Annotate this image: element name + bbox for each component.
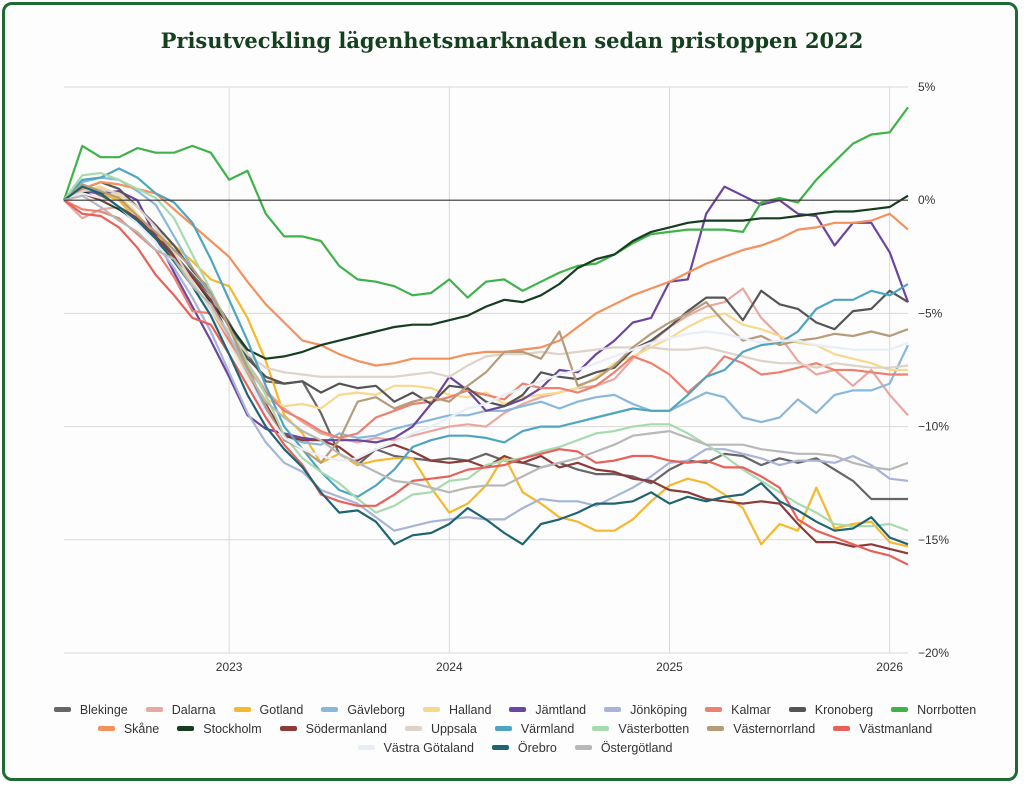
legend-item[interactable]: Västra Götaland [357, 740, 474, 755]
legend-label: Södermanland [305, 721, 387, 736]
legend-item[interactable]: Jönköping [604, 703, 687, 717]
legend-label: Jämtland [535, 702, 587, 717]
legend-item[interactable]: Södermanland [279, 721, 387, 736]
legend-item[interactable]: Jämtland [509, 703, 586, 717]
series-line-östergötland [63, 194, 909, 494]
legend-label: Dalarna [171, 702, 216, 717]
legend-swatch [509, 707, 527, 712]
legend-item[interactable]: Blekinge [53, 702, 128, 717]
series-lines [62, 106, 910, 566]
legend-label: Östergötland [600, 740, 673, 755]
legend-item[interactable]: Kronoberg [788, 702, 874, 717]
legend-swatch [705, 707, 723, 712]
x-tick-label: 2025 [656, 660, 683, 674]
legend-row: Västra Götaland Örebro Östergötland [40, 738, 990, 757]
y-tick-label: −10% [918, 420, 949, 434]
chart-title: Prisutveckling lägenhetsmarknaden sedan … [160, 28, 864, 53]
legend-swatch [97, 726, 115, 731]
legend-label: Örebro [517, 740, 557, 755]
legend-swatch [833, 726, 851, 731]
legend-label: Kalmar [731, 702, 771, 717]
legend-label: Gävleborg [347, 702, 406, 717]
legend-item[interactable]: Halland [423, 703, 491, 717]
legend-label: Halland [449, 702, 492, 717]
legend-swatch [177, 726, 195, 731]
x-tick-label: 2023 [216, 660, 243, 674]
legend-label: Kronoberg [814, 702, 874, 717]
legend-item[interactable]: Västmanland [833, 722, 932, 736]
legend-row: Blekinge Dalarna Gotland Gävleborg Halland Jä… [40, 700, 990, 719]
legend-label: Norrbotten [917, 702, 977, 717]
legend-row: Skåne Stockholm Södermanland Uppsala Värmlan… [40, 719, 990, 738]
legend-label: Blekinge [79, 702, 128, 717]
legend-item[interactable]: Uppsala [404, 721, 477, 736]
legend-swatch [891, 707, 909, 712]
axes: 5% 0% −5% −10% −15% −20% 2023 2024 2025 2026 [64, 80, 949, 674]
legend-item[interactable]: Gotland [233, 702, 304, 717]
legend-item[interactable]: Stockholm [177, 721, 262, 736]
legend-swatch [233, 707, 251, 712]
legend-swatch [145, 707, 163, 712]
legend-item[interactable]: Norrbotten [891, 703, 976, 717]
series-line-jönköping [63, 192, 909, 532]
series-line-värmland [63, 167, 909, 498]
legend-swatch [404, 726, 422, 731]
legend-swatch [707, 726, 725, 731]
legend-label: Västmanland [859, 721, 933, 736]
legend-swatch [494, 726, 512, 731]
series-line-västmanland [63, 199, 909, 566]
legend-label: Gotland [259, 702, 304, 717]
legend-swatch [574, 745, 592, 750]
y-tick-label: −20% [918, 646, 949, 660]
y-tick-label: 0% [918, 193, 936, 207]
legend-swatch [321, 707, 339, 712]
y-tick-label: −5% [918, 306, 943, 320]
legend-label: Stockholm [203, 721, 262, 736]
series-line-jämtland [63, 185, 910, 444]
legend-swatch [491, 745, 509, 750]
x-tick-label: 2026 [876, 660, 903, 674]
series-line-blekinge [63, 185, 908, 501]
legend: Blekinge Dalarna Gotland Gävleborg Halland Jä… [40, 700, 990, 757]
legend-item[interactable]: Gävleborg [321, 703, 405, 717]
legend-label: Västra Götaland [383, 740, 474, 755]
legend-swatch [279, 726, 297, 731]
x-tick-label: 2024 [436, 660, 463, 674]
legend-item[interactable]: Värmland [494, 721, 575, 736]
legend-item[interactable]: Skåne [97, 721, 160, 736]
legend-swatch [592, 726, 610, 731]
series-line-dalarna [63, 199, 909, 444]
legend-item[interactable]: Kalmar [705, 703, 771, 717]
series-line-kalmar [63, 199, 908, 439]
legend-swatch [53, 707, 71, 712]
legend-swatch [423, 707, 441, 712]
legend-item[interactable]: Örebro [491, 740, 557, 755]
legend-item[interactable]: Västerbotten [592, 722, 689, 736]
series-line-västra-götaland [63, 192, 909, 462]
legend-label: Skåne [123, 721, 160, 736]
legend-label: Jönköping [630, 702, 688, 717]
legend-label: Västernorrland [733, 721, 816, 736]
y-tick-label: −15% [918, 533, 949, 547]
legend-item[interactable]: Östergötland [574, 740, 673, 755]
legend-swatch [788, 707, 806, 712]
legend-label: Västerbotten [618, 721, 690, 736]
series-line-uppsala [63, 187, 909, 378]
legend-swatch [357, 745, 375, 750]
y-tick-label: 5% [918, 80, 936, 94]
series-line-västernorrland [63, 183, 909, 464]
series-line-skåne [63, 181, 909, 367]
legend-item[interactable]: Dalarna [145, 702, 216, 717]
series-line-örebro [63, 185, 909, 546]
series-line-norrbotten [62, 106, 909, 299]
legend-swatch [604, 707, 622, 712]
legend-item[interactable]: Västernorrland [707, 722, 815, 736]
legend-label: Uppsala [430, 721, 477, 736]
series-line-västerbotten [63, 171, 909, 532]
legend-label: Värmland [520, 721, 575, 736]
grid [64, 86, 908, 654]
